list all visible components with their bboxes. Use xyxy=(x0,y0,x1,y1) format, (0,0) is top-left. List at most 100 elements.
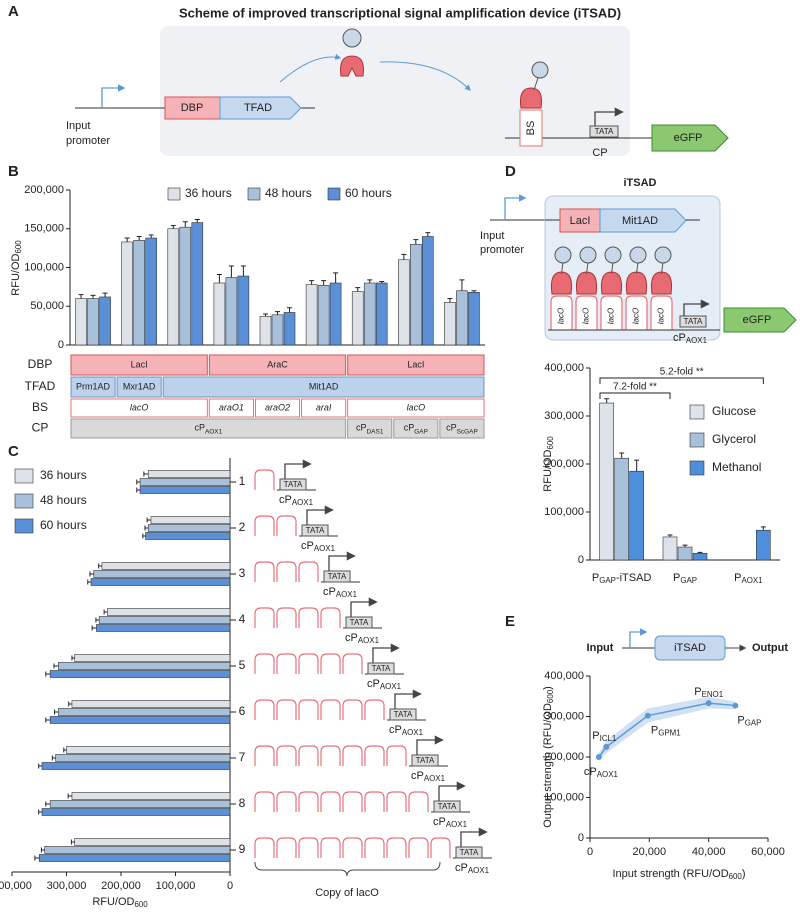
text-part: P xyxy=(737,714,744,726)
bar xyxy=(410,243,422,346)
error-bar xyxy=(51,755,56,761)
table-cell xyxy=(439,418,485,439)
x-tick-label: 100,000 xyxy=(156,880,196,892)
text-part: 600 xyxy=(546,436,555,450)
promoter-arrow xyxy=(416,735,444,755)
x-tick-label: 300,000 xyxy=(47,880,87,892)
label: TATA xyxy=(438,802,457,811)
y-axis-label: RFU/OD600 xyxy=(10,240,23,296)
operator xyxy=(276,653,297,674)
bar xyxy=(147,524,231,532)
bar xyxy=(101,562,231,570)
text-part: cP xyxy=(356,423,367,433)
operator xyxy=(298,745,319,766)
table-cell xyxy=(208,354,347,376)
legend-swatch xyxy=(14,518,34,534)
operator xyxy=(254,515,275,536)
operator xyxy=(298,837,319,858)
point xyxy=(644,712,651,719)
text-part: cP xyxy=(404,423,415,433)
text-part: Output strength (RFU/OD xyxy=(542,703,554,828)
text-part: cP xyxy=(389,724,402,736)
bar xyxy=(71,700,231,708)
error-bar xyxy=(413,239,419,245)
text-part: cP xyxy=(411,770,424,782)
bar xyxy=(38,854,231,862)
annotation: 5.2-fold ** xyxy=(660,367,704,378)
table-cell xyxy=(70,418,347,439)
error-bar xyxy=(103,609,108,615)
text-part: cP xyxy=(323,586,336,598)
text-part: GAP xyxy=(745,719,762,728)
operator xyxy=(625,295,648,330)
error-bar xyxy=(34,855,40,861)
tata-box xyxy=(679,315,707,328)
bar xyxy=(71,792,231,800)
table-cell xyxy=(347,418,393,439)
scheme-title: Scheme of improved transcriptional signa… xyxy=(179,5,621,20)
operator xyxy=(298,607,319,628)
bar xyxy=(305,284,318,346)
text-part: cP xyxy=(301,540,314,552)
text-part: 600 xyxy=(134,900,148,909)
legend-label: 60 hours xyxy=(40,518,87,532)
tata-box xyxy=(433,800,461,813)
bar xyxy=(147,470,231,478)
protein-icon xyxy=(600,271,623,295)
text-part: RFU/OD xyxy=(542,449,554,491)
operator xyxy=(276,515,297,536)
text-part: cP xyxy=(194,423,205,433)
text-part: GPM1 xyxy=(658,729,681,738)
protein-icon xyxy=(550,271,573,295)
error-bar xyxy=(45,671,51,677)
bar xyxy=(375,282,388,346)
operator xyxy=(298,561,319,582)
y-tick-label: 300,000 xyxy=(544,410,584,422)
bar xyxy=(422,236,434,346)
protein-icon xyxy=(604,246,622,264)
text-part: P xyxy=(694,686,701,698)
error-bar xyxy=(194,218,200,223)
promoter-arrow xyxy=(394,689,422,709)
text-part: ENO1 xyxy=(702,690,724,699)
protein-icon xyxy=(625,271,648,295)
bar xyxy=(75,298,87,346)
text-part: AOX1 xyxy=(358,636,380,645)
operator xyxy=(408,791,429,812)
label: BS xyxy=(525,121,537,136)
text-part: cP xyxy=(433,816,446,828)
bar xyxy=(41,762,231,770)
text-part: ICL1 xyxy=(600,734,617,743)
mit1ad-box xyxy=(599,208,687,233)
error-bar xyxy=(68,701,72,707)
label: cPAOX1 xyxy=(433,816,468,829)
y-tick-label: 2 xyxy=(239,520,246,534)
operator xyxy=(298,791,319,812)
error-bar xyxy=(379,280,385,283)
operator xyxy=(342,791,363,812)
operator xyxy=(276,837,297,858)
bar xyxy=(662,536,678,561)
legend-swatch xyxy=(689,432,705,448)
text-part: ScGAP xyxy=(457,428,478,435)
linker xyxy=(636,261,639,275)
bar xyxy=(677,546,693,561)
text-part: AOX1 xyxy=(314,544,336,553)
x-tick-label: 0 xyxy=(587,846,593,858)
operator xyxy=(254,653,275,674)
bar xyxy=(237,275,250,346)
y-tick-label: 3 xyxy=(239,566,246,580)
bar xyxy=(93,570,231,578)
operator xyxy=(430,837,451,858)
bar xyxy=(44,846,231,854)
table-cell xyxy=(70,376,116,398)
error-bar xyxy=(228,265,234,278)
bar xyxy=(259,316,272,346)
operator xyxy=(342,837,363,858)
label: lacO xyxy=(557,308,566,324)
scheme: Scheme of improved transcriptional signa… xyxy=(66,5,729,159)
y-tick-label: 100,000 xyxy=(544,506,584,518)
panel-label: B xyxy=(8,163,19,180)
label: DBP xyxy=(181,102,204,114)
error-bar xyxy=(760,526,766,531)
